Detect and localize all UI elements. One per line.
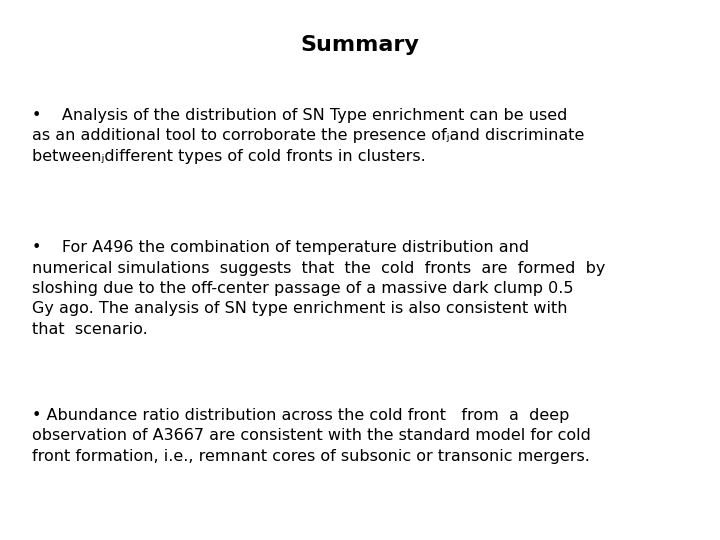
- Text: • Abundance ratio distribution across the cold front   from  a  deep
observation: • Abundance ratio distribution across th…: [32, 408, 591, 463]
- Text: Summary: Summary: [300, 35, 420, 55]
- Text: •    Analysis of the distribution of SN Type enrichment can be used
as an additi: • Analysis of the distribution of SN Typ…: [32, 108, 585, 164]
- Text: •    For A496 the combination of temperature distribution and
numerical simulati: • For A496 the combination of temperatur…: [32, 240, 606, 337]
